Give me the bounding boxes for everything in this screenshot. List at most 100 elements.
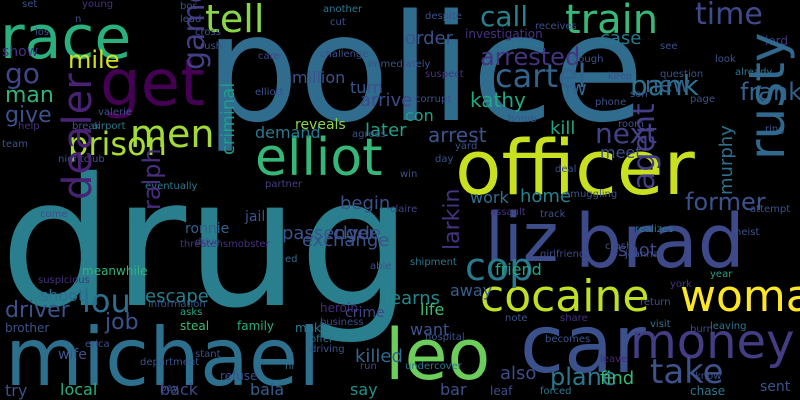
word-though: deal (555, 164, 577, 175)
word-undercover: share (560, 313, 588, 324)
word-brother: burn (690, 324, 713, 335)
word-team: angeles (500, 39, 540, 50)
word-stant: bos (180, 1, 198, 12)
word-becomes: family (237, 319, 275, 333)
word-demand: back (160, 380, 199, 399)
word-lead: assault (490, 207, 526, 218)
word-meanwhile: bala (250, 380, 285, 399)
word-lou: cop (465, 245, 534, 289)
word-money: money (630, 314, 795, 370)
word-call: lou (82, 282, 131, 320)
word-deal: show (2, 44, 39, 60)
word-heist: chase (690, 384, 726, 398)
word-arrive: shot (618, 240, 657, 261)
word-leave: steal (180, 319, 210, 333)
word-shoot: job (105, 310, 139, 335)
word-convinces: able (370, 261, 392, 272)
word-heroin: clyde (333, 223, 382, 244)
word-give: call (480, 0, 529, 33)
word-bomb: rush (200, 41, 222, 52)
word-another: brother (5, 321, 50, 335)
word-work: find (600, 368, 635, 389)
word-begin: receives (535, 21, 577, 32)
word-realizes: leaf (490, 384, 513, 398)
word-find: case (600, 28, 642, 49)
word-suspicious: leaving (710, 321, 747, 332)
word-able: n (75, 14, 82, 25)
word-try: also (500, 363, 537, 384)
word-valerie: track (540, 209, 566, 220)
word-brad: brad (575, 199, 745, 285)
word-driving: exchange (302, 230, 390, 251)
word-hi: turn (350, 78, 383, 97)
word-immediately: win (400, 169, 418, 180)
word-crime: reveals (295, 117, 346, 133)
word-larkin: larkin (440, 188, 465, 250)
word-make: shoot (40, 286, 85, 305)
word-help: joanna (625, 249, 659, 260)
word-share: offer (310, 334, 334, 345)
word-train: tell (205, 0, 265, 41)
word-x: former (685, 188, 766, 216)
word-day: cut (330, 17, 346, 28)
word-los: department (140, 357, 200, 368)
word-ronnie: say (350, 380, 378, 399)
word-receives: yard (455, 141, 478, 152)
word-girlfriend: hi (285, 361, 295, 372)
word-bank: next (595, 117, 658, 150)
word-game: game (177, 0, 212, 70)
word-go: men (130, 112, 215, 156)
word-also: con (405, 106, 434, 125)
word-arrest: arrested (480, 43, 581, 71)
word-reveals: local (60, 380, 98, 399)
word-information: set (22, 0, 38, 10)
word-leaf: crime (345, 305, 385, 321)
word-case: jw (565, 76, 587, 100)
word-forced: refuse (220, 369, 258, 383)
word-question: airport (92, 121, 126, 132)
word-asks: demand (255, 123, 321, 142)
word-away: arrive (360, 90, 413, 111)
word-cocaine: cocaine (480, 271, 650, 322)
word-break: crash (605, 241, 633, 252)
word-jail: already (735, 67, 773, 78)
word-local: work (470, 188, 509, 207)
word-exchange: see (660, 41, 678, 52)
word-meet: friend (495, 260, 542, 279)
word-tell: woman (680, 271, 800, 322)
word-bos: undercover (405, 361, 462, 372)
word-agrees: investigation (465, 27, 543, 41)
word-hospital: phone (595, 97, 627, 108)
word-young: hospital (425, 332, 465, 343)
word-leo: leo (385, 314, 491, 396)
word-buy: bomb (508, 114, 537, 125)
word-challenge: erica (85, 339, 110, 350)
word-friend: arrest (428, 123, 487, 147)
word-show: pay (160, 383, 179, 394)
word-corrupt: agrees (352, 129, 386, 140)
word-joanna: son (630, 89, 648, 100)
word-burn: heroin (320, 301, 358, 315)
word-assault: forced (540, 386, 572, 397)
word-ralph: ralph (138, 148, 166, 210)
word-track: run (360, 361, 377, 372)
word-offer: passenger (282, 223, 376, 244)
word-airport: girlfriend (540, 249, 586, 260)
word-michael: michael (5, 311, 321, 400)
word-partner: meanwhile (82, 264, 148, 278)
word-steal: bar (440, 380, 467, 399)
word-page: elliott (255, 87, 284, 98)
word-win: another (323, 4, 363, 15)
word-smuggling: challenge (320, 49, 369, 60)
word-drive: jail (245, 209, 266, 225)
word-sent: make (295, 321, 328, 335)
word-together: ring (765, 124, 785, 135)
word-rush: attempt (750, 204, 791, 215)
word-department: return (640, 297, 671, 308)
word-come: despite (425, 11, 462, 22)
word-kill: man (5, 83, 54, 108)
word-nightclub: year (710, 269, 733, 280)
word-back: home (520, 186, 572, 207)
word-gangster: information (148, 299, 206, 310)
